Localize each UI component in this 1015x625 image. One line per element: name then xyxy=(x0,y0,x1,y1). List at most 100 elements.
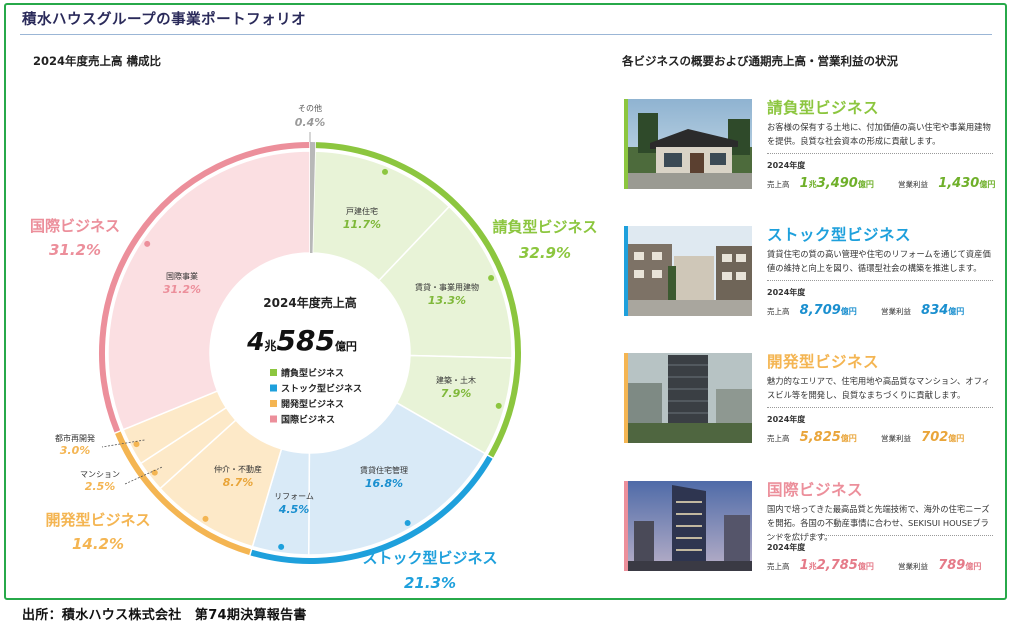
sub-dot-0-0 xyxy=(382,168,389,175)
legend-swatch-3 xyxy=(270,415,277,423)
business-card-2: 開発型ビジネス 魅力的なエリアで、住宅用地や高品質なマンション、オフィスビル等を… xyxy=(624,353,994,445)
donut-hole xyxy=(211,254,409,452)
profit-label: 営業利益 xyxy=(898,562,929,571)
legend-entry-3: 国際ビジネス xyxy=(281,414,335,426)
profit-label: 営業利益 xyxy=(898,180,929,189)
sales-cho-unit: 兆 xyxy=(808,562,817,571)
title-divider xyxy=(20,34,992,35)
sub-label-3-0: 国際事業 xyxy=(166,271,198,281)
sub-label-0-0: 戸建住宅 xyxy=(346,206,378,216)
sub-dot-0-2 xyxy=(495,402,502,409)
sub-sector-3-0 xyxy=(107,150,311,431)
business-description: 魅力的なエリアで、住宅用地や高品質なマンション、オフィスビル等を開発し、良質なま… xyxy=(767,376,991,400)
profit-label: 営業利益 xyxy=(880,307,911,316)
segment-label-1: ストック型ビジネス xyxy=(362,549,497,567)
sales-unit: 億円 xyxy=(857,180,874,189)
sales-cho-unit: 兆 xyxy=(808,180,817,189)
sub-dot-3-0 xyxy=(144,240,151,247)
accent-bar xyxy=(624,99,628,189)
results-row: 売上高 1兆2,785億円 営業利益 789億円 xyxy=(767,554,1007,573)
business-description: 賃貸住宅の質の高い管理や住宅のリフォームを通じて資産価値の維持と向上を図り、循環… xyxy=(767,249,991,273)
profit-unit: 億円 xyxy=(965,562,982,571)
business-name: 国際ビジネス xyxy=(767,481,864,499)
sales-label: 売上高 xyxy=(767,180,790,189)
sales-value: 8,709 xyxy=(799,303,841,318)
dotted-divider xyxy=(767,153,993,154)
segment-label-0: 請負型ビジネス xyxy=(492,218,597,236)
sales-label: 売上高 xyxy=(767,434,790,443)
legend-entry-0: 請負型ビジネス xyxy=(281,367,344,379)
legend-entry-1: ストック型ビジネス xyxy=(281,383,362,395)
sub-value-1-0: 16.8% xyxy=(365,477,403,490)
sales-unit: 億円 xyxy=(840,307,857,316)
sales-cho-value: 1 xyxy=(799,176,809,191)
accent-bar xyxy=(624,226,628,316)
business-photo xyxy=(628,481,752,571)
sales-cho-value: 1 xyxy=(799,558,809,573)
profit-label: 営業利益 xyxy=(880,434,911,443)
sub-label-1-1: リフォーム xyxy=(274,492,314,501)
profit-value: 1,430 xyxy=(938,176,980,191)
business-card-0: 請負型ビジネス お客様の保有する土地に、付加価値の高い住宅や事業用建物を提供。良… xyxy=(624,99,995,191)
business-description: 国内で培ってきた最高品質と先端技術で、海外の住宅ニーズを開拓。各国の不動産事情に… xyxy=(767,504,990,542)
page-frame xyxy=(4,3,1007,600)
dotted-divider xyxy=(767,407,993,408)
leader-line-urban xyxy=(101,439,145,448)
sub-value-3-0: 31.2% xyxy=(163,283,201,296)
sub-label-2-0: 仲介・不動産 xyxy=(214,464,262,474)
profit-value: 702 xyxy=(921,430,949,445)
legend-entry-2: 開発型ビジネス xyxy=(281,398,344,410)
business-photo xyxy=(628,353,752,443)
business-name: ストック型ビジネス xyxy=(767,226,912,244)
fiscal-year-label: 2024年度 xyxy=(767,288,806,297)
accent-bar xyxy=(624,481,628,571)
business-photo xyxy=(628,99,752,189)
sales-value: 3,490 xyxy=(816,176,858,191)
center-total-value: 4兆585億円 xyxy=(246,324,357,357)
other-label: その他 xyxy=(298,103,322,113)
legend-swatch-0 xyxy=(270,369,277,376)
other-sector xyxy=(310,142,316,254)
sub-label-2-2: 都市再開発 xyxy=(55,433,95,443)
sales-unit: 億円 xyxy=(857,562,874,571)
sub-dot-2-0 xyxy=(202,515,209,522)
sub-value-0-0: 11.7% xyxy=(343,218,381,231)
segment-value-2: 14.2% xyxy=(72,535,124,553)
fiscal-year-label: 2024年度 xyxy=(767,161,806,170)
business-photo xyxy=(628,226,752,316)
source-note: 出所：積水ハウス株式会社 第74期決算報告書 xyxy=(22,608,307,623)
segment-label-3: 国際ビジネス xyxy=(30,217,120,235)
profit-value: 834 xyxy=(921,303,949,318)
overview-title: 各ビジネスの概要および通期売上高・営業利益の状況 xyxy=(622,54,898,68)
segment-ring-1 xyxy=(250,455,493,564)
dotted-divider xyxy=(767,280,993,281)
sub-value-0-1: 13.3% xyxy=(428,294,466,307)
sub-label-2-1: マンション xyxy=(80,470,120,479)
profit-unit: 億円 xyxy=(948,307,965,316)
sub-dot-2-2 xyxy=(133,441,140,448)
business-card-3: 国際ビジネス 国内で培ってきた最高品質と先端技術で、海外の住宅ニーズを開拓。各国… xyxy=(624,481,994,573)
sub-value-1-1: 4.5% xyxy=(278,503,310,516)
segment-ring-0 xyxy=(315,142,521,458)
business-name: 開発型ビジネス xyxy=(767,353,880,371)
sales-value: 2,785 xyxy=(816,558,858,573)
accent-bar xyxy=(624,353,628,443)
segment-label-2: 開発型ビジネス xyxy=(45,511,150,529)
chart-title: 2024年度売上高 構成比 xyxy=(33,54,162,68)
sub-label-1-0: 賃貸住宅管理 xyxy=(360,465,408,475)
sub-label-0-2: 建築・土木 xyxy=(436,375,476,385)
sub-dot-1-1 xyxy=(278,543,285,550)
sub-value-2-2: 3.0% xyxy=(60,444,91,457)
sub-value-0-2: 7.9% xyxy=(441,387,472,400)
fiscal-year-label: 2024年度 xyxy=(767,415,806,424)
business-card-1: ストック型ビジネス 賃貸住宅の質の高い管理や住宅のリフォームを通じて資産価値の維… xyxy=(624,226,994,318)
legend-swatch-1 xyxy=(270,384,277,392)
segment-value-3: 31.2% xyxy=(49,241,101,259)
sales-label: 売上高 xyxy=(767,307,790,316)
sub-value-2-1: 2.5% xyxy=(85,480,116,493)
results-row: 売上高 1兆3,490億円 営業利益 1,430億円 xyxy=(767,172,1007,191)
business-name: 請負型ビジネス xyxy=(767,99,880,117)
sub-dot-0-1 xyxy=(488,274,495,281)
business-description: お客様の保有する土地に、付加価値の高い住宅や事業用建物を提供。良質な社会資本の形… xyxy=(767,122,991,146)
segment-value-1: 21.3% xyxy=(404,574,456,592)
